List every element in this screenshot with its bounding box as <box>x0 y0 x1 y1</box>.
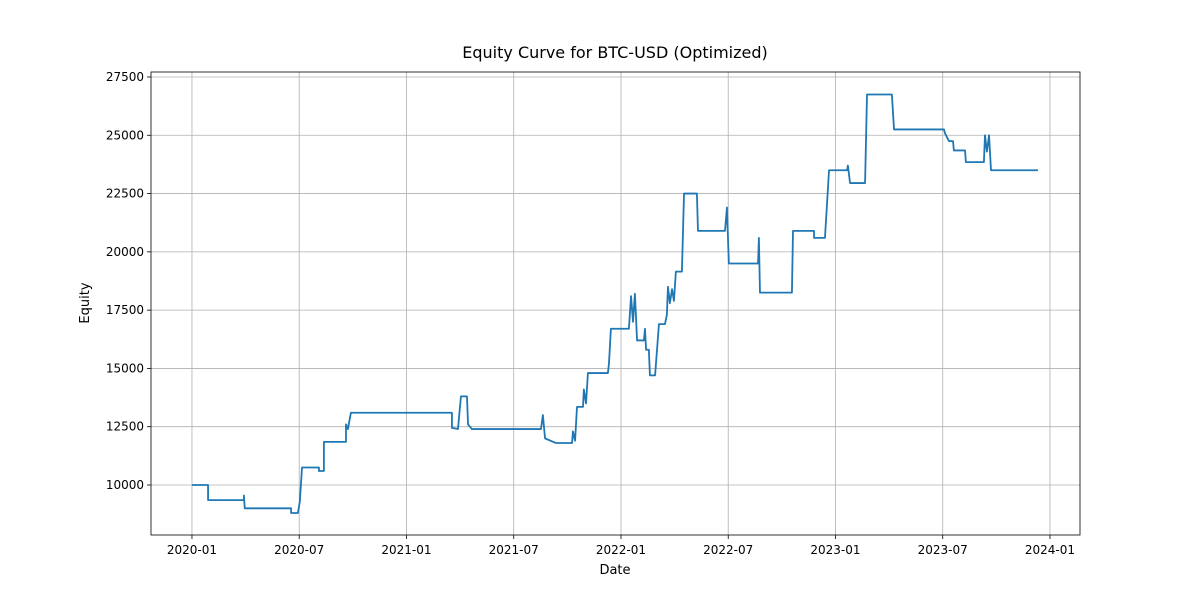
y-tick-label: 15000 <box>106 361 144 375</box>
y-tick-label: 10000 <box>106 478 144 492</box>
x-axis-label: Date <box>599 563 630 578</box>
plot-frame <box>150 71 1081 536</box>
y-tick-label: 12500 <box>106 420 144 434</box>
y-tick-label: 20000 <box>106 245 144 259</box>
x-tick-label: 2024-01 <box>1025 543 1075 557</box>
equity-line <box>191 93 1038 514</box>
x-tick-label: 2021-01 <box>381 543 431 557</box>
x-tick-label: 2022-01 <box>596 543 646 557</box>
y-tick-label: 25000 <box>106 128 144 142</box>
y-tick-label: 27500 <box>106 70 144 84</box>
x-tick-label: 2021-07 <box>489 543 539 557</box>
x-tick-label: 2020-01 <box>167 543 217 557</box>
chart-title: Equity Curve for BTC-USD (Optimized) <box>462 43 767 62</box>
x-tick-label: 2020-07 <box>274 543 324 557</box>
y-axis-label: Equity <box>78 282 93 323</box>
x-tick-label: 2022-07 <box>703 543 753 557</box>
x-tick-label: 2023-07 <box>918 543 968 557</box>
y-tick-label: 17500 <box>106 303 144 317</box>
x-tick-label: 2023-01 <box>810 543 860 557</box>
y-tick-label: 22500 <box>106 187 144 201</box>
